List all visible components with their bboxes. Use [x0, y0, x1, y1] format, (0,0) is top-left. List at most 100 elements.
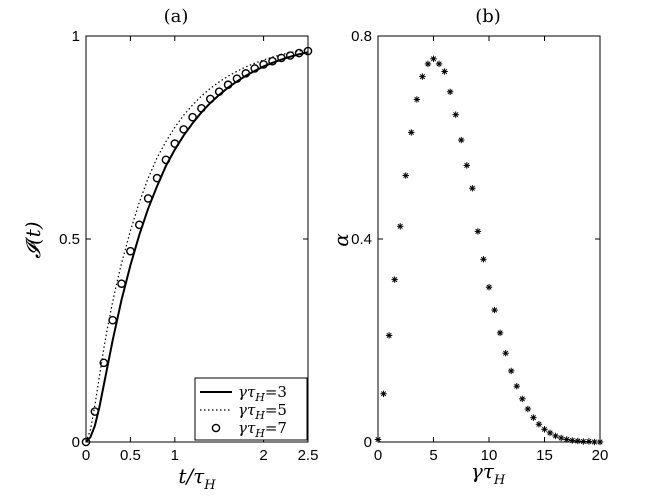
legend-box [194, 377, 308, 441]
panel-b-xlabel-sub: H [493, 473, 506, 488]
alpha-point [430, 55, 437, 63]
alpha-point [508, 367, 515, 375]
alpha-point [580, 438, 587, 445]
series-2-line [85, 48, 309, 443]
series-3-point [90, 407, 100, 416]
legend-label-1: γτH=3 [238, 383, 287, 404]
alpha-point [374, 436, 382, 443]
series-3-point [197, 103, 206, 113]
panel-b-title: (b) [475, 6, 501, 27]
panel-a-ticks: 0 0.5 1 2 2.5 0 0.5 1 [59, 28, 318, 464]
alpha-point [480, 256, 487, 263]
alpha-point [519, 395, 526, 403]
series-3-point [214, 87, 224, 96]
legend-label-3: γτH=7 [238, 419, 287, 440]
alpha-point [574, 437, 581, 445]
alpha-point [585, 438, 593, 445]
alpha-point [424, 60, 432, 68]
alpha-point [552, 432, 559, 440]
alpha-point [535, 421, 543, 428]
panel-b-xtick-label: 15 [536, 447, 553, 464]
series-3-point [232, 74, 242, 83]
series-3-point [161, 155, 171, 165]
panel-b-ytick-label: 0.4 [351, 231, 372, 248]
panel-b-ylabel: α [329, 233, 353, 247]
series-3-point [81, 437, 91, 447]
panel-b-ticks: 0 5 10 15 20 0 0.4 0.8 [351, 28, 608, 464]
alpha-point [557, 434, 565, 442]
series-3-point [294, 48, 304, 58]
alpha-point [402, 172, 409, 179]
panel-b: (b) 0 5 10 15 20 0 0.4 0.8 γτH α [329, 6, 608, 488]
alpha-point [413, 96, 421, 103]
alpha-point [446, 88, 454, 96]
alpha-point [591, 438, 598, 446]
alpha-point [485, 284, 493, 291]
panel-b-xtick-label: 10 [481, 447, 498, 464]
alpha-point [513, 382, 520, 390]
alpha-point [530, 414, 537, 421]
series-3-point [303, 46, 313, 56]
alpha-point [569, 437, 576, 444]
panel-b-ytick-label: 0.8 [351, 28, 372, 45]
panel-a-ytick-label: 0.5 [59, 231, 80, 248]
series-1-line [85, 51, 309, 443]
alpha-point [452, 111, 459, 118]
series-3-point [277, 53, 286, 63]
panel-a-xtick-label: 1 [171, 447, 179, 464]
alpha-point [541, 426, 548, 433]
series-3-point [285, 51, 295, 60]
panel-a-series [81, 46, 313, 447]
panel-a-xtick-label: 0.5 [120, 447, 141, 464]
series-3-point [250, 64, 260, 73]
legend-marker-3 [211, 423, 221, 433]
series-3-point [268, 56, 277, 66]
alpha-point [524, 405, 532, 413]
panel-a-title: (a) [164, 6, 189, 27]
panel-a-xlabel-sub: H [203, 478, 216, 493]
panel-a-ytick-label: 0 [72, 434, 80, 451]
alpha-point [419, 73, 426, 80]
series-3-point [134, 220, 144, 230]
alpha-point [469, 185, 476, 192]
series-3-point [259, 60, 268, 69]
series-3-point [188, 112, 197, 122]
series-3-point [99, 358, 109, 368]
alpha-point [546, 429, 554, 437]
panel-a-xlabel: t/τH [178, 464, 216, 493]
panel-b-axes-frame [377, 35, 601, 443]
alpha-point [496, 329, 504, 337]
alpha-point [380, 390, 387, 397]
alpha-point [502, 349, 509, 357]
panel-a-ylabel: 𝓘(t) [21, 221, 45, 258]
alpha-point [385, 332, 393, 339]
panel-b-xtick-label: 0 [374, 447, 382, 464]
alpha-point [563, 436, 570, 443]
panel-b-xtick-label: 20 [592, 447, 609, 464]
series-3-point [206, 94, 215, 104]
panel-a-xlabel-main: t/τ [178, 464, 205, 488]
panel-b-xtick-label: 5 [429, 447, 437, 464]
panel-b-xlabel: γτH [471, 459, 506, 488]
alpha-point [435, 60, 443, 68]
panel-a-xtick-label: 2.5 [298, 447, 319, 464]
alpha-point [458, 136, 465, 144]
panel-b-ytick-label: 0 [364, 434, 372, 451]
panel-a-xtick-label: 0 [82, 447, 90, 464]
alpha-point [391, 276, 398, 283]
panel-a-ytick-label: 1 [72, 28, 80, 45]
series-3-point [108, 315, 117, 325]
alpha-point [491, 306, 498, 314]
series-3-point [241, 69, 251, 78]
panel-a-xtick-label: 2 [259, 447, 267, 464]
series-3-point [126, 246, 135, 256]
series-3-point [143, 194, 153, 203]
alpha-point [596, 438, 604, 446]
series-3-point [179, 125, 188, 134]
panel-a: (a) 0 0.5 1 2 2.5 0 0.5 1 t/τH 𝓘(t) γτH=3γτH=5γ… [21, 6, 318, 493]
alpha-point [474, 228, 482, 235]
alpha-point [441, 68, 448, 75]
series-3-point [170, 139, 180, 148]
